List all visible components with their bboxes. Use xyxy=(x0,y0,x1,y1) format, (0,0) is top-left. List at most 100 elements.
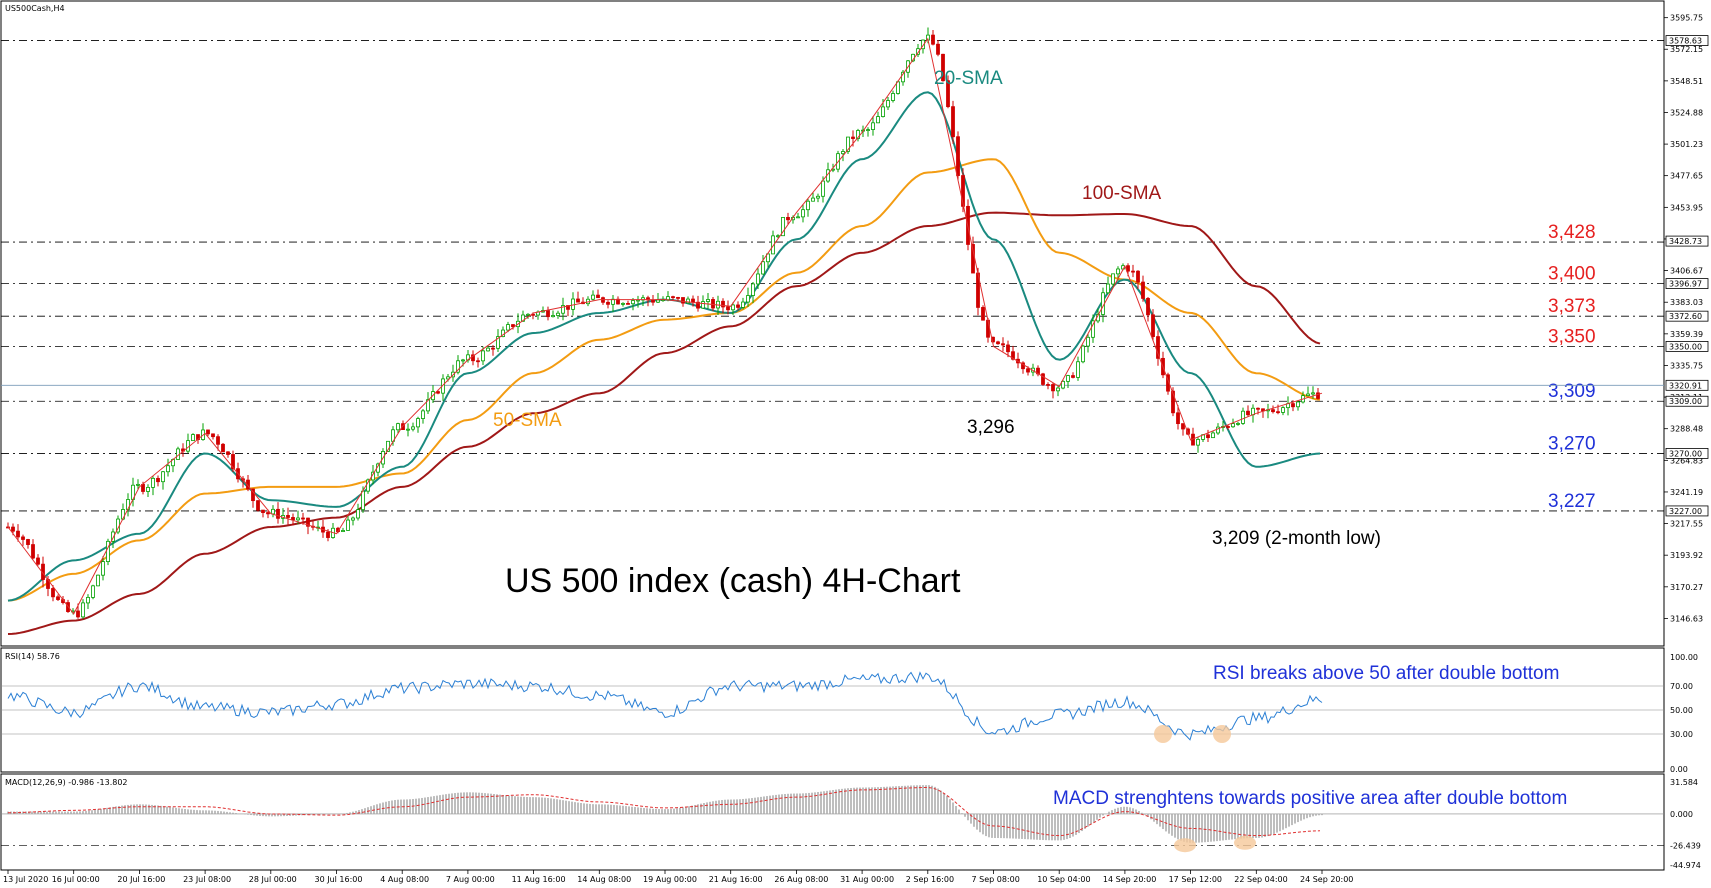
candle-body xyxy=(481,350,485,362)
time-tick-label: 2 Sep 16:00 xyxy=(906,875,954,884)
candle-body xyxy=(476,360,480,363)
candle-body xyxy=(1026,368,1030,373)
candle-body xyxy=(1046,384,1050,386)
candle-body xyxy=(811,197,815,202)
candle-body xyxy=(796,216,800,219)
time-tick-label: 30 Jul 16:00 xyxy=(315,875,363,884)
candle-body xyxy=(301,517,305,520)
candle-body xyxy=(731,304,735,311)
candle-body xyxy=(1296,401,1300,408)
candle-body xyxy=(1181,423,1185,430)
candle-body xyxy=(1071,375,1075,378)
price-tick-label: 3572.15 xyxy=(1670,45,1703,54)
rsi-bottom-highlight xyxy=(1213,725,1231,743)
price-tick-label: 3170.27 xyxy=(1670,583,1703,592)
candle-body xyxy=(151,477,155,488)
candle-body xyxy=(491,347,495,350)
candle-body xyxy=(461,359,465,362)
time-tick-label: 7 Aug 00:00 xyxy=(446,875,495,884)
price-level-box-label: 3350.00 xyxy=(1669,342,1702,351)
candle-body xyxy=(606,301,610,305)
candle-body xyxy=(521,314,525,322)
candle-body xyxy=(146,486,150,492)
candle-body xyxy=(1311,392,1315,395)
level-label: 3,227 xyxy=(1548,491,1596,512)
price-level-box xyxy=(1665,310,1709,322)
candle-body xyxy=(1276,411,1280,414)
macd-note: MACD strenghtens towards positive area a… xyxy=(1053,788,1567,809)
candle-body xyxy=(751,283,755,296)
candle-body xyxy=(666,296,670,301)
candle-body xyxy=(206,429,210,435)
price-tick-label: 3548.51 xyxy=(1670,77,1703,86)
candle-body xyxy=(1151,314,1155,337)
candle-body xyxy=(51,588,55,598)
candle-body xyxy=(1091,320,1095,338)
candle-body xyxy=(1306,393,1310,397)
candle-body xyxy=(161,471,165,483)
candle-body xyxy=(801,209,805,218)
candle-body xyxy=(1281,407,1285,413)
candle-body xyxy=(211,433,215,438)
level-label: 3,428 xyxy=(1548,222,1596,243)
time-tick-label: 20 Jul 16:00 xyxy=(117,875,165,884)
time-tick-label: 24 Sep 20:00 xyxy=(1300,875,1353,884)
price-level-box-label: 3309.00 xyxy=(1669,397,1702,406)
candle-body xyxy=(1171,390,1175,414)
time-tick-label: 13 Jul 2020 xyxy=(3,875,48,884)
price-level-box-label: 3270.00 xyxy=(1669,449,1702,458)
candle-body xyxy=(951,106,955,138)
candle-body xyxy=(876,116,880,124)
rsi-indicator xyxy=(1,671,1664,743)
candle-body xyxy=(1136,270,1140,283)
candle-body xyxy=(496,336,500,349)
candle-body xyxy=(76,610,80,618)
candle-body xyxy=(921,39,925,50)
price-level-box xyxy=(1665,448,1709,459)
macd-tick-label: -26.439 xyxy=(1670,842,1701,851)
candle-body xyxy=(101,561,105,576)
price-tick-label: 3217.55 xyxy=(1670,520,1703,529)
candle-body xyxy=(636,299,640,302)
time-tick-label: 22 Sep 04:00 xyxy=(1234,875,1287,884)
candle-body xyxy=(486,347,490,352)
candles xyxy=(6,27,1320,619)
time-tick-label: 4 Aug 08:00 xyxy=(380,875,429,884)
candle-body xyxy=(1196,439,1200,446)
candle-body xyxy=(406,428,410,431)
price-tick-label: 3501.23 xyxy=(1670,140,1703,149)
price-tick-label: 3335.75 xyxy=(1670,361,1703,370)
time-tick-label: 14 Sep 20:00 xyxy=(1103,875,1156,884)
price-level-box xyxy=(1665,379,1709,391)
candle-body xyxy=(1116,268,1120,275)
candle-body xyxy=(996,341,1000,345)
candle-body xyxy=(411,426,415,430)
price-level-box-label: 3428.73 xyxy=(1669,237,1702,246)
candle-body xyxy=(746,295,750,303)
time-tick-label: 21 Aug 16:00 xyxy=(709,875,763,884)
candle-body xyxy=(191,434,195,442)
price-tick-label: 3146.63 xyxy=(1670,614,1703,623)
candle-body xyxy=(291,517,295,521)
candle-body xyxy=(946,80,950,108)
candle-body xyxy=(416,418,420,428)
candle-body xyxy=(401,423,405,430)
candle-body xyxy=(596,294,600,299)
candle-body xyxy=(1001,343,1005,346)
macd-tick-label: 0.000 xyxy=(1670,810,1693,819)
candle-body xyxy=(691,298,695,303)
candle-body xyxy=(756,273,760,285)
candle-body xyxy=(816,195,820,199)
price-level-box-label: 3227.00 xyxy=(1669,507,1702,516)
low-3209-label: 3,209 (2-month low) xyxy=(1212,528,1381,549)
candle-body xyxy=(736,304,740,308)
moving-averages xyxy=(7,91,1321,635)
time-tick-label: 26 Aug 08:00 xyxy=(774,875,828,884)
candle-body xyxy=(936,43,940,55)
price-tick-label: 3288.48 xyxy=(1670,425,1703,434)
candle-body xyxy=(386,440,390,452)
price-level-box-label: 3320.91 xyxy=(1669,381,1702,390)
candle-body xyxy=(16,530,20,538)
candle-body xyxy=(456,360,460,373)
candle-body xyxy=(711,299,715,309)
